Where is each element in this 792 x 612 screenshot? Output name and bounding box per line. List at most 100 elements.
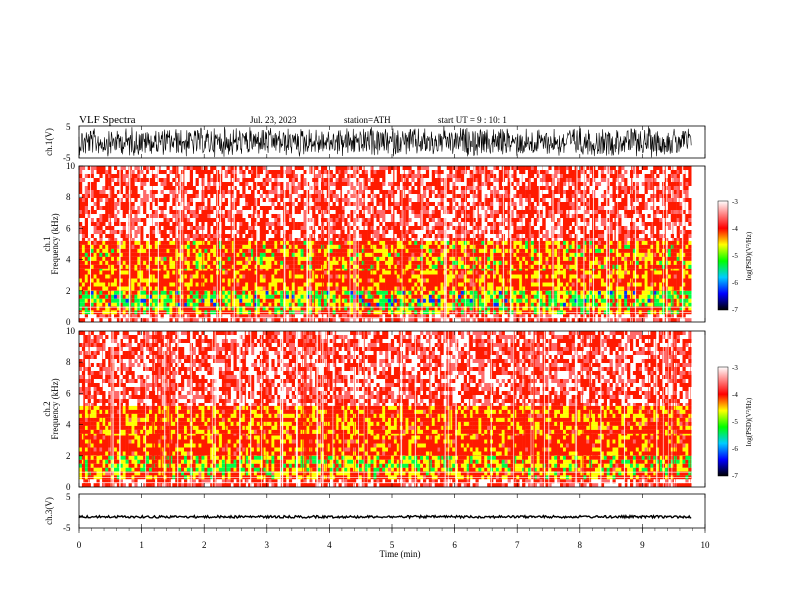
spectrogram-cell — [393, 294, 398, 299]
spectrogram-cell — [522, 244, 526, 249]
spectrogram-cell — [428, 268, 432, 271]
spectrogram-cell — [248, 260, 252, 265]
spectrogram-cell — [204, 286, 208, 291]
spectrogram-cell — [466, 264, 470, 269]
spectrogram-cell — [213, 294, 217, 299]
spectrogram-cell — [125, 318, 129, 322]
spectrogram-cell — [624, 302, 628, 307]
spectrogram-cell — [134, 282, 138, 287]
spectrogram-cell — [504, 278, 508, 283]
spectrogram-cell — [641, 290, 645, 295]
spectrogram-cell — [522, 278, 526, 283]
spectrogram-cell — [606, 318, 610, 322]
spectrogram-cell — [414, 278, 418, 283]
spectrogram-cell — [102, 286, 106, 291]
spectrogram-cell — [221, 240, 226, 245]
spectrogram-cell — [166, 282, 170, 287]
spectrogram-cell — [370, 298, 374, 303]
spectrogram-cell — [233, 278, 237, 283]
spectrogram-cell — [157, 278, 161, 283]
spectrogram-cell — [111, 264, 115, 269]
spectrogram-cell — [376, 314, 380, 319]
spectrogram-cell — [300, 270, 304, 275]
spectrogram-cell — [90, 268, 94, 271]
spectrogram-cell — [277, 302, 281, 307]
spectrogram-cell — [96, 222, 100, 226]
spectrogram-cell — [221, 278, 226, 283]
spectrogram-cell — [367, 274, 371, 279]
spectrogram-cell — [102, 252, 106, 257]
spectrogram-cell — [425, 298, 430, 303]
spectrogram-cell — [431, 278, 435, 283]
spectrogram-cell — [399, 278, 403, 283]
spectrogram-cell — [481, 240, 485, 245]
spectrogram-cell — [417, 278, 421, 283]
spectrogram-cell — [466, 260, 470, 265]
spectrogram-cell — [338, 244, 342, 249]
spectrogram-cell — [469, 268, 473, 271]
spectrogram-cell — [169, 230, 173, 234]
spectrogram-cell — [271, 294, 275, 299]
spectrogram-cell — [545, 298, 549, 303]
spectrogram-cell — [533, 240, 537, 245]
spectrogram-cell — [99, 256, 103, 261]
spectrogram-cell — [96, 286, 100, 291]
spectrogram-cell — [379, 268, 383, 271]
spectrogram-cell — [256, 282, 260, 287]
spectrogram-cell — [554, 252, 558, 257]
spectrogram-cell — [600, 268, 605, 271]
spectrogram-cell — [286, 282, 290, 287]
spectrogram-cell — [635, 256, 639, 261]
spectrogram-cell — [522, 282, 526, 287]
spectrogram-cell — [344, 306, 348, 311]
spectrogram-cell — [635, 274, 639, 279]
spectrogram-cell — [627, 264, 631, 269]
spectrogram-cell — [510, 290, 514, 295]
spectrogram-cell — [417, 248, 421, 253]
spectrogram-cell — [571, 252, 575, 257]
spectrogram-cell — [618, 256, 622, 261]
spectrogram-cell — [449, 260, 453, 265]
spectrogram-cell — [198, 268, 202, 271]
spectrogram-cell — [458, 274, 462, 279]
spectrogram-cell — [557, 268, 561, 271]
spectrogram-cell — [114, 222, 118, 226]
spectrogram-cell — [137, 302, 141, 307]
spectrogram-cell — [565, 240, 570, 245]
spectrogram-cell — [475, 264, 479, 269]
spectrogram-cell — [612, 310, 616, 315]
spectrogram-cell — [460, 298, 465, 303]
spectrogram-cell — [303, 278, 307, 283]
spectrogram-cell — [493, 270, 497, 275]
spectrogram-cell — [437, 302, 441, 307]
spectrogram-cell — [606, 278, 610, 283]
spectrogram-cell — [565, 270, 570, 275]
spectrogram-cell — [673, 268, 677, 271]
spectrogram-cell — [189, 194, 193, 198]
spectrogram-cell — [603, 240, 607, 245]
spectrogram-cell — [428, 286, 432, 291]
spectrogram-cell — [119, 248, 123, 253]
spectrogram-cell — [245, 270, 249, 275]
spectrogram-cell — [577, 268, 581, 271]
spectrogram-cell — [251, 278, 255, 283]
spectrogram-cell — [105, 306, 109, 311]
spectrogram-cell — [382, 260, 386, 265]
spectrogram-cell — [423, 270, 427, 275]
spectrogram-cell — [242, 252, 246, 257]
spectrogram-cell — [102, 274, 106, 279]
spectrogram-cell — [635, 260, 639, 265]
spectrogram-cell — [105, 206, 109, 210]
spectrogram-cell — [245, 310, 249, 315]
spectrogram-cell — [472, 274, 476, 279]
spectrogram-cell — [586, 282, 590, 287]
spectrogram-cell — [87, 264, 91, 269]
spectrogram-cell — [417, 294, 421, 299]
spectrogram-cell — [79, 264, 83, 269]
spectrogram-cell — [99, 248, 103, 253]
spectrogram-cell — [277, 256, 281, 261]
spectrogram-cell — [160, 222, 164, 226]
spectrogram-cell — [143, 178, 147, 182]
spectrogram-cell — [286, 270, 290, 275]
spectrogram-cell — [452, 306, 456, 311]
